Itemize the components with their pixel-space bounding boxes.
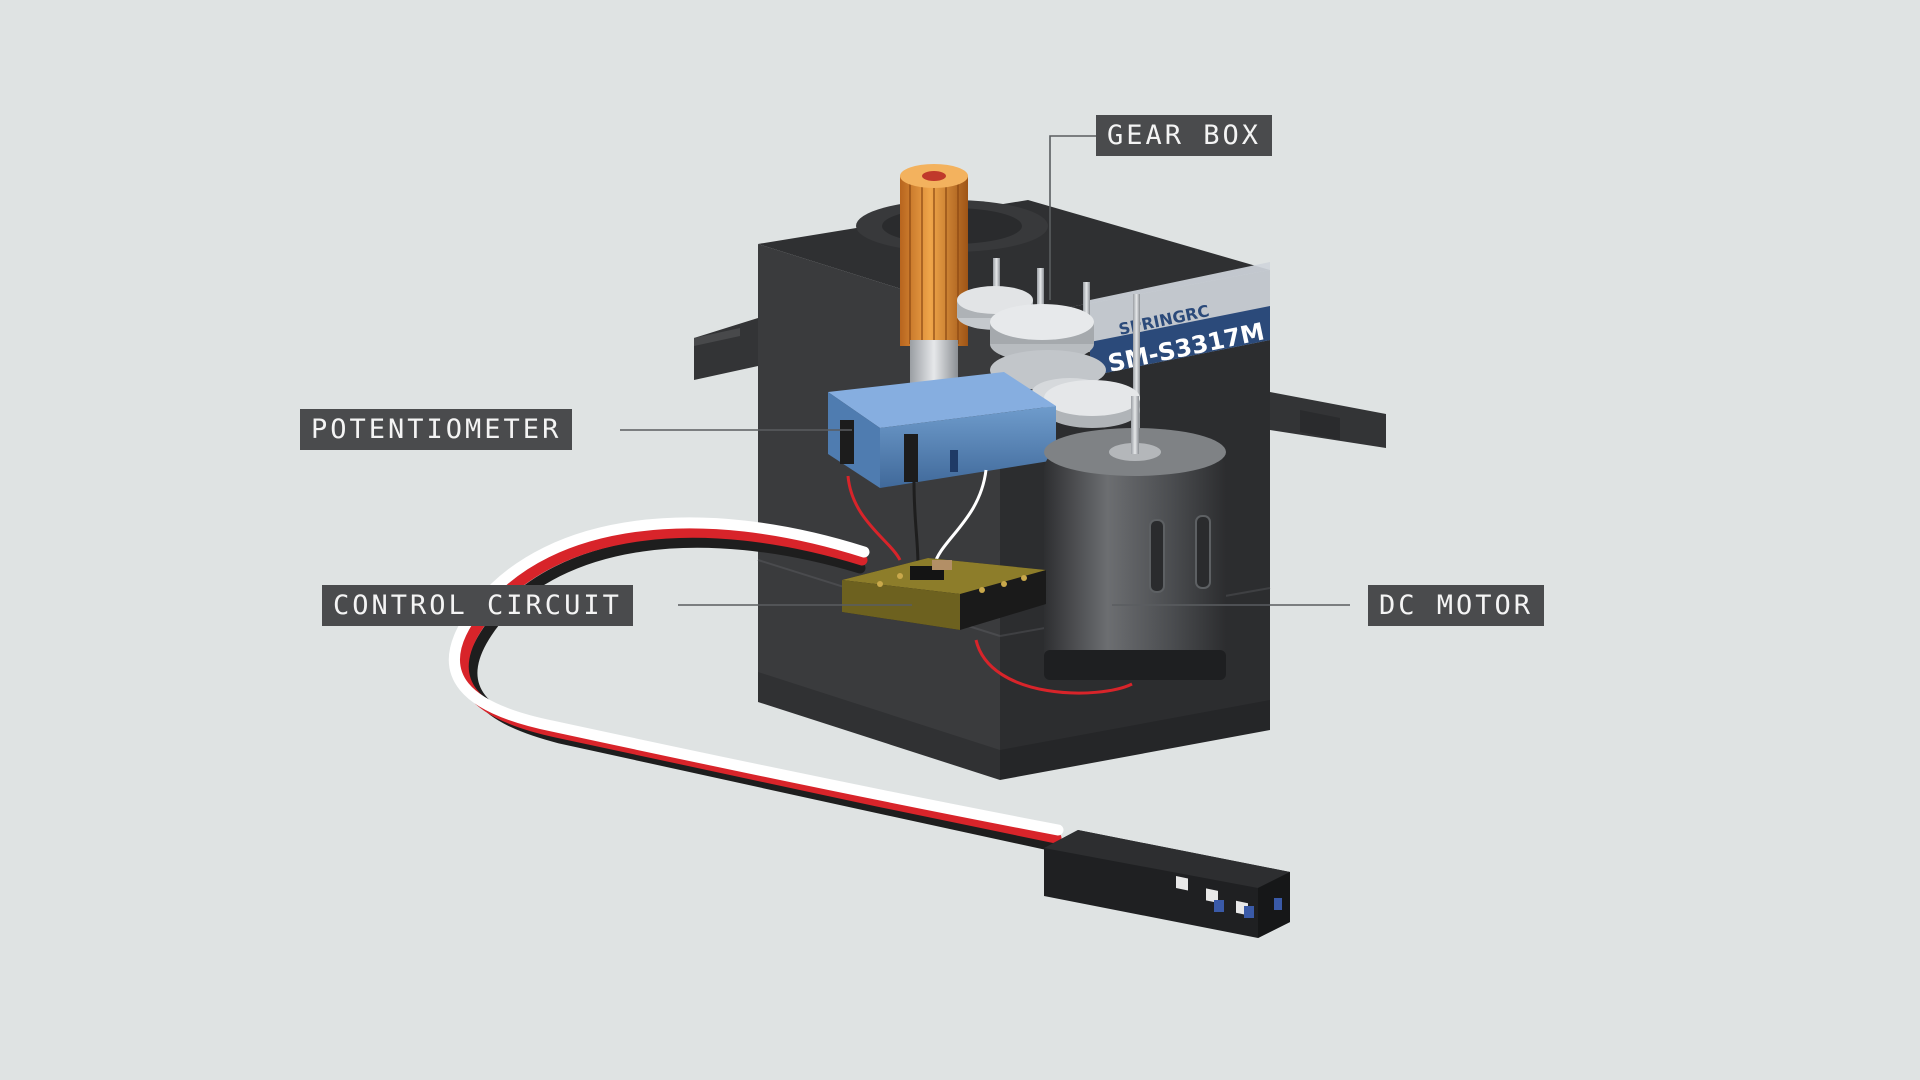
gear-box-leader [1049,135,1096,300]
control-circuit-label: CONTROL CIRCUIT [322,585,633,626]
servo-cable [448,517,1064,852]
potentiometer-body [828,372,1056,488]
potentiometer-label: POTENTIOMETER [300,409,573,450]
gear-box-label: GEAR BOX [1096,115,1273,156]
internal-wires [846,469,1133,695]
gear-train [957,258,1140,444]
output-shaft [900,164,968,408]
leader-lines [620,135,1350,606]
servo-connector [1044,830,1290,938]
dc-motor-label: DC MOTOR [1368,585,1545,626]
dc-motor-body [1044,396,1226,680]
